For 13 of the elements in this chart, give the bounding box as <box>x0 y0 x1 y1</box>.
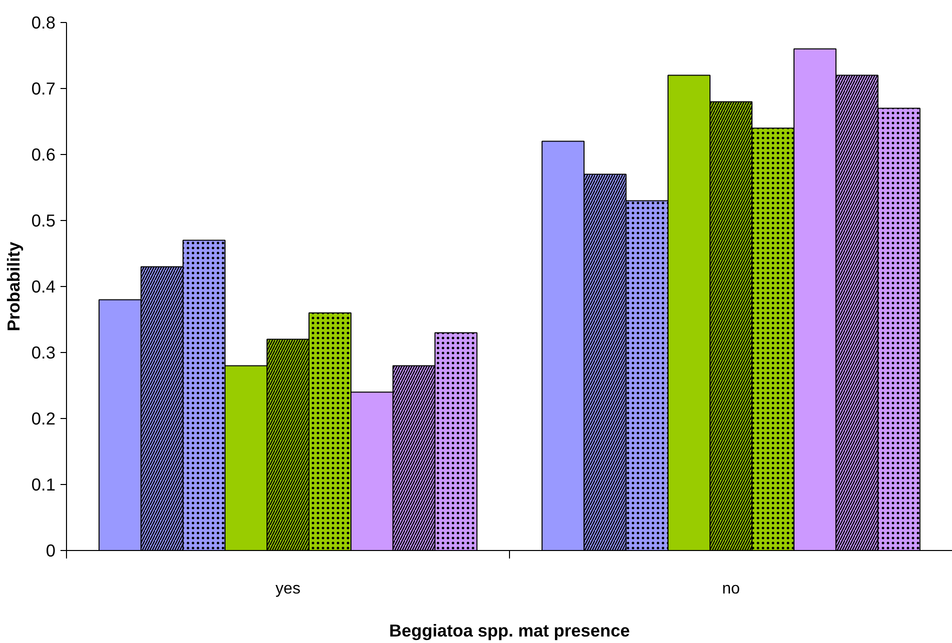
y-tick-label: 0.6 <box>31 144 56 164</box>
x-tick-label: no <box>722 580 740 598</box>
y-axis-title: Probability <box>3 241 24 332</box>
y-tick-label: 0.7 <box>31 78 56 98</box>
x-axis-title: Beggiatoa spp. mat presence <box>389 620 630 640</box>
y-tick-label: 0.1 <box>31 474 56 494</box>
y-tick-label: 0.5 <box>31 210 56 230</box>
y-tick-label: 0.8 <box>31 12 56 32</box>
x-tick-label: yes <box>276 580 300 598</box>
y-tick-label: 0 <box>46 540 56 560</box>
y-tick-label: 0.4 <box>31 276 56 296</box>
y-tick-label: 0.3 <box>31 342 56 362</box>
y-tick-label: 0.2 <box>31 408 56 428</box>
